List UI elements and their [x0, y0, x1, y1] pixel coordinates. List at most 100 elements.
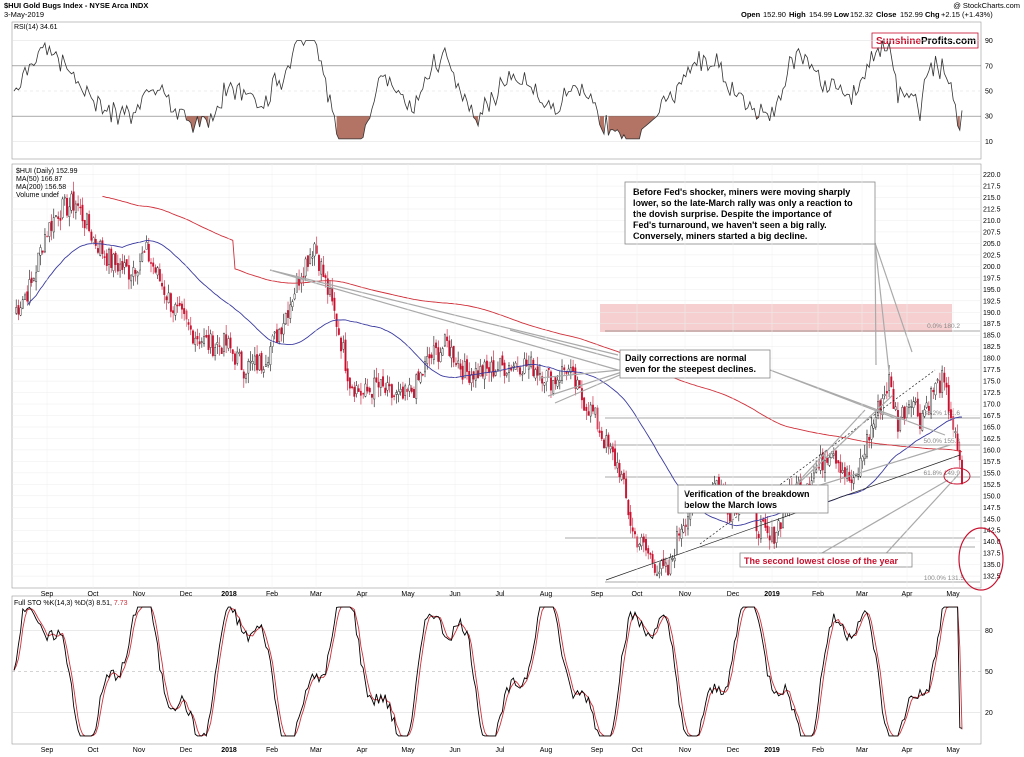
- candle-body: [200, 341, 203, 343]
- price-tick: 182.5: [983, 344, 1001, 351]
- candle-body: [843, 467, 846, 478]
- candle-body: [943, 372, 946, 383]
- candle-body: [125, 259, 128, 267]
- candle-body: [651, 554, 654, 563]
- svg-text:152.90: 152.90: [763, 10, 786, 19]
- candle-body: [910, 406, 913, 408]
- candle-body: [631, 527, 634, 532]
- candle-body: [824, 459, 826, 473]
- candle-body: [618, 463, 621, 477]
- candle-body: [534, 369, 537, 379]
- candle-body: [397, 391, 400, 395]
- candle-body: [815, 469, 818, 473]
- candle-body: [903, 406, 906, 419]
- candle-body: [351, 386, 354, 389]
- candle-body: [468, 371, 471, 383]
- candle-body: [841, 470, 844, 473]
- credit: @ StockCharts.com: [953, 1, 1020, 10]
- price-tick: 187.5: [983, 321, 1001, 328]
- sto-tick: 80: [985, 628, 993, 635]
- month-label: Sep: [591, 747, 604, 754]
- candle-body: [894, 406, 897, 410]
- candle-body: [59, 217, 62, 221]
- candle-body: [921, 413, 924, 431]
- sto-fast-line: [13, 606, 963, 737]
- candle-body: [872, 423, 875, 429]
- rsi-label: RSI(14) 34.61: [14, 24, 58, 31]
- month-label: May: [401, 591, 415, 598]
- candle-body: [393, 395, 396, 397]
- price-tick: 150.0: [983, 493, 1001, 500]
- candle-body: [262, 369, 265, 373]
- candle-body: [145, 241, 148, 250]
- candle-body: [141, 252, 144, 262]
- candle-body: [490, 361, 493, 373]
- candle-body: [492, 360, 495, 377]
- candle-body: [664, 562, 667, 567]
- candle-body: [284, 313, 287, 325]
- candle-body: [567, 368, 570, 373]
- candle-body: [658, 571, 661, 575]
- candle-body: [329, 288, 331, 295]
- candle-body: [883, 394, 886, 397]
- fib-0: 0.0% 180.2: [927, 323, 960, 330]
- candle-body: [828, 457, 831, 466]
- candle-body: [134, 270, 137, 274]
- candle-body: [439, 352, 442, 362]
- candle-body: [466, 359, 468, 372]
- price-tick: 145.0: [983, 516, 1001, 523]
- svg-text:152.99: 152.99: [900, 10, 923, 19]
- candle-body: [256, 354, 259, 371]
- candle-body: [561, 366, 563, 381]
- month-label: May: [946, 747, 960, 754]
- candle-body: [216, 342, 219, 345]
- candle-body: [647, 548, 650, 554]
- candle-body: [156, 267, 159, 276]
- svg-text:+2.15 (+1.43%): +2.15 (+1.43%): [941, 10, 993, 19]
- candle-body: [607, 434, 610, 447]
- month-label: Jun: [449, 591, 460, 598]
- price-tick: 210.0: [983, 218, 1001, 225]
- candle-body: [322, 264, 325, 277]
- candle-body: [116, 263, 119, 272]
- candle-body: [455, 363, 457, 366]
- candle-body: [61, 198, 64, 218]
- candle-body: [680, 528, 683, 539]
- month-label: Dec: [727, 747, 740, 754]
- fib-50: 50.0% 155.8: [923, 438, 960, 445]
- candle-body: [437, 347, 440, 362]
- candle-body: [930, 388, 933, 415]
- month-label: Mar: [856, 747, 869, 754]
- candle-body: [324, 275, 327, 278]
- candle-body: [485, 360, 488, 369]
- rsi-oversold-fill: [186, 116, 960, 139]
- candle-body: [55, 215, 57, 217]
- candle-body: [273, 331, 276, 334]
- ma50-line: [26, 239, 963, 527]
- month-label: Aug: [540, 591, 553, 598]
- month-label: Sep: [41, 747, 54, 754]
- candle-body: [242, 371, 245, 379]
- candle-body: [353, 387, 356, 397]
- candle-body: [161, 282, 164, 287]
- candle-body: [532, 359, 535, 377]
- candle-body: [373, 377, 376, 400]
- candle-body: [587, 411, 590, 416]
- candle-body: [66, 197, 68, 216]
- price-tick: 200.0: [983, 264, 1001, 271]
- candle-body: [110, 248, 113, 268]
- month-label: Nov: [133, 591, 146, 598]
- candle-body: [196, 336, 199, 340]
- candle-body: [165, 296, 168, 301]
- month-label: Mar: [310, 591, 323, 598]
- candle-body: [178, 302, 181, 306]
- candle-body: [649, 553, 652, 555]
- candle-body: [364, 383, 367, 397]
- price-tick: 212.5: [983, 207, 1001, 214]
- candle-body: [687, 516, 689, 530]
- second-lowest-annotation: The second lowest close of the year: [739, 552, 913, 568]
- candle-body: [187, 322, 190, 325]
- candle-body: [377, 381, 380, 388]
- candle-body: [589, 404, 592, 417]
